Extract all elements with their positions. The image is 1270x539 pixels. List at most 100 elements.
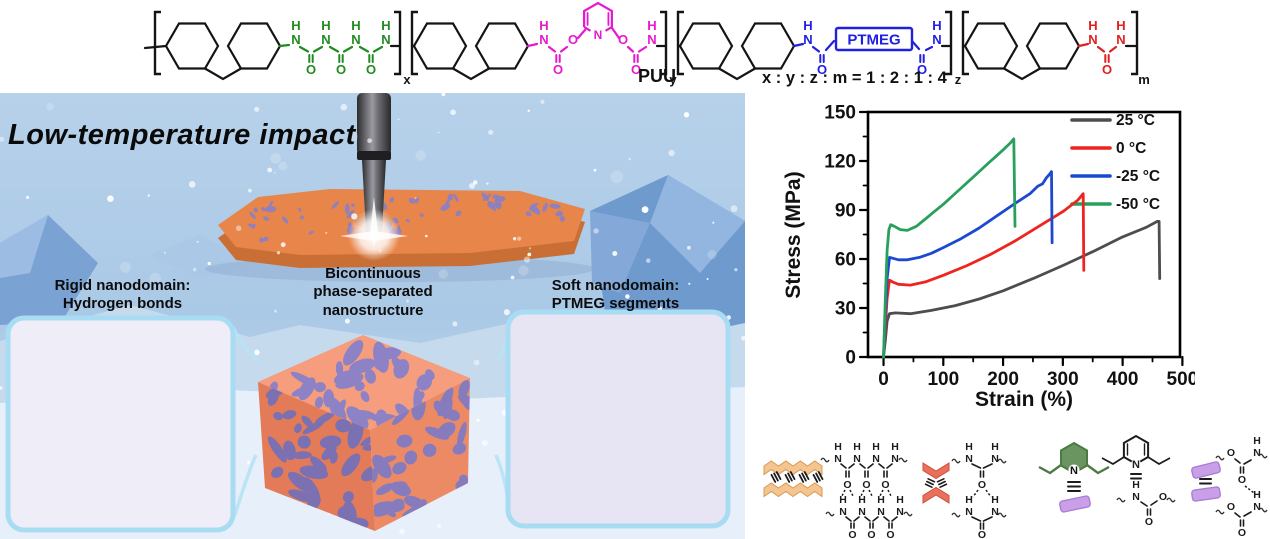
- svg-text:-50 °C: -50 °C: [1116, 196, 1160, 213]
- svg-text:30: 30: [835, 299, 856, 320]
- svg-text:N: N: [834, 453, 842, 465]
- soft-nanodomain-label: Soft nanodomain: PTMEG segments: [518, 277, 713, 314]
- svg-text:0 °C: 0 °C: [1116, 140, 1146, 157]
- svg-text:500: 500: [1167, 369, 1195, 390]
- svg-text:N: N: [877, 506, 885, 518]
- svg-text:O: O: [553, 62, 563, 77]
- svg-text:N: N: [803, 32, 812, 47]
- svg-text:400: 400: [1107, 369, 1139, 390]
- svg-text:O: O: [862, 479, 870, 491]
- svg-text:N: N: [1253, 501, 1261, 513]
- stress-strain-chart: 0 100 200 300 400 500 0 30 60 90 120 150 Stress (MPa…: [782, 103, 1195, 412]
- label-line: Soft nanodomain:: [551, 277, 680, 294]
- svg-text:H: H: [1116, 18, 1125, 33]
- purple-stack-icon: [1191, 461, 1221, 502]
- svg-text:H: H: [965, 441, 973, 453]
- svg-text:H: H: [891, 441, 899, 453]
- svg-text:N: N: [381, 32, 390, 47]
- svg-text:120: 120: [824, 152, 856, 173]
- svg-text:N: N: [965, 453, 973, 465]
- svg-text:90: 90: [835, 201, 856, 222]
- label-line: PTMEG segments: [551, 295, 680, 313]
- svg-text:O: O: [1159, 491, 1167, 503]
- svg-text:PTMEG: PTMEG: [847, 32, 900, 49]
- label-line: Bicontinuous: [325, 265, 421, 282]
- label-line: Hydrogen bonds: [62, 295, 183, 313]
- svg-text:N: N: [291, 32, 300, 47]
- svg-text:H: H: [853, 441, 861, 453]
- svg-text:N: N: [351, 32, 360, 47]
- svg-text:25 °C: 25 °C: [1116, 112, 1155, 129]
- svg-text:H: H: [896, 494, 904, 506]
- scene-illustration-svg: NNN NNN: [0, 93, 745, 539]
- svg-text:N: N: [1070, 465, 1078, 477]
- svg-text:N: N: [1253, 447, 1261, 459]
- svg-text:N: N: [647, 32, 656, 47]
- svg-text:O: O: [618, 32, 628, 47]
- impact-scene: NNN NNN Low-temperature impact Rigid nano…: [0, 93, 745, 539]
- svg-text:H: H: [991, 494, 999, 506]
- svg-text:H: H: [991, 441, 999, 453]
- pyridine-purple-stack-schematic: N: [1038, 441, 1110, 513]
- svg-text:O: O: [366, 62, 376, 77]
- svg-text:-25 °C: -25 °C: [1116, 168, 1160, 185]
- svg-text:O: O: [917, 62, 927, 77]
- svg-text:O: O: [978, 529, 986, 539]
- y-axis-title: Stress (MPa): [782, 171, 805, 298]
- svg-text:N: N: [858, 506, 866, 518]
- svg-text:O: O: [568, 32, 578, 47]
- svg-text:H: H: [1088, 18, 1097, 33]
- pyridine-carbamate-hbond-schematic: NHN O O: [1101, 434, 1176, 528]
- svg-text:H: H: [872, 441, 880, 453]
- svg-text:O: O: [306, 62, 316, 77]
- svg-text:N: N: [1088, 32, 1097, 47]
- triuret-stack-icon: [763, 460, 824, 498]
- svg-text:300: 300: [1047, 369, 1079, 390]
- svg-text:N: N: [872, 453, 880, 465]
- svg-text:H: H: [291, 18, 300, 33]
- impact-flash: [340, 197, 408, 261]
- svg-text:H: H: [803, 18, 812, 33]
- svg-text:H: H: [351, 18, 360, 33]
- svg-text:N: N: [991, 506, 999, 518]
- label-line: phase-separated: [313, 283, 433, 301]
- svg-text:H: H: [1253, 489, 1261, 501]
- svg-text:H: H: [647, 18, 656, 33]
- composition-ratio-label: x : y : z : m = 1 : 2 : 1 : 4: [762, 69, 947, 87]
- svg-text:O: O: [886, 529, 894, 539]
- svg-text:0: 0: [845, 348, 856, 369]
- bicontinuous-cube: [258, 335, 470, 531]
- svg-text:N: N: [853, 453, 861, 465]
- svg-text:O: O: [1238, 527, 1246, 539]
- svg-text:O: O: [1102, 62, 1112, 77]
- x-axis-title: Strain (%): [975, 388, 1073, 411]
- svg-text:x: x: [403, 72, 411, 87]
- svg-text:y: y: [669, 72, 677, 87]
- svg-text:O: O: [1227, 447, 1235, 459]
- svg-text:H: H: [1253, 435, 1261, 447]
- svg-text:H: H: [877, 494, 885, 506]
- svg-text:N: N: [932, 32, 941, 47]
- svg-text:O: O: [1238, 474, 1246, 486]
- svg-text:H: H: [839, 494, 847, 506]
- svg-text:O: O: [336, 62, 346, 77]
- svg-text:N: N: [1132, 459, 1140, 471]
- svg-text:H: H: [965, 494, 973, 506]
- rigid-nanodomain-label: Rigid nanodomain: Hydrogen bonds: [25, 277, 220, 314]
- bicontinuous-structure-label: Bicontinuous phase-separated nanostructu…: [278, 265, 468, 320]
- svg-text:N: N: [965, 506, 973, 518]
- svg-text:200: 200: [987, 369, 1019, 390]
- svg-text:O: O: [1145, 516, 1153, 528]
- svg-text:H: H: [321, 18, 330, 33]
- chevron-pair-icon: [922, 462, 950, 504]
- svg-text:H: H: [834, 441, 842, 453]
- svg-text:150: 150: [824, 103, 856, 124]
- svg-text:100: 100: [927, 369, 959, 390]
- svg-text:N: N: [539, 32, 548, 47]
- svg-text:H: H: [858, 494, 866, 506]
- svg-text:N: N: [839, 506, 847, 518]
